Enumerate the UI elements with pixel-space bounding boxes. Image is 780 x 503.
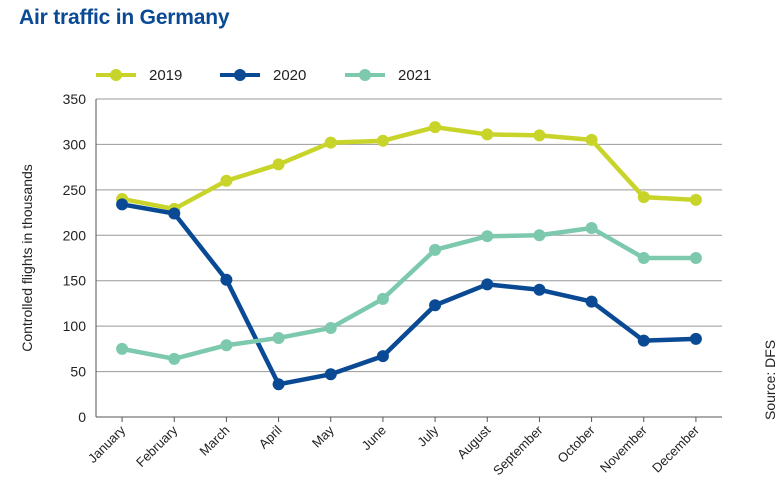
data-point (689, 332, 702, 345)
data-point (585, 222, 598, 235)
y-tick-label: 350 (63, 91, 87, 107)
series-line (121, 124, 697, 212)
legend-item-2021: 2021 (345, 67, 431, 84)
data-point (637, 334, 650, 347)
series-line (121, 202, 696, 387)
data-point (533, 129, 546, 142)
x-tick-label: July (414, 422, 441, 449)
data-point (533, 283, 546, 296)
legend-marker (110, 69, 122, 81)
data-point (637, 191, 650, 204)
legend-marker (234, 69, 246, 81)
x-tick-label: February (133, 422, 181, 470)
legend-item-2020: 2020 (220, 67, 306, 84)
x-tick-label: June (358, 423, 389, 454)
y-axis-label: Controlled flights in thousands (19, 164, 35, 352)
data-point (481, 230, 494, 243)
data-point (429, 121, 442, 134)
data-point (116, 198, 129, 211)
y-tick-label: 200 (63, 227, 87, 243)
series-line (121, 225, 696, 362)
data-point (324, 321, 337, 334)
x-tick-label: March (196, 423, 232, 459)
chart-title: Air traffic in Germany (19, 6, 230, 29)
legend-marker (359, 69, 371, 81)
data-point (220, 273, 233, 286)
y-tick-label: 50 (70, 364, 86, 380)
data-point (429, 299, 442, 312)
data-point (324, 368, 337, 381)
x-tick-label: May (309, 422, 337, 450)
data-point (272, 158, 285, 171)
data-point (168, 207, 181, 220)
x-tick-label: October (554, 422, 598, 466)
series-2019 (116, 121, 702, 215)
data-point (376, 350, 389, 363)
data-point (272, 331, 285, 344)
data-point (429, 243, 442, 256)
y-tick-label: 150 (63, 273, 87, 289)
legend-label: 2019 (149, 67, 182, 84)
data-point (585, 295, 598, 308)
data-point (533, 229, 546, 242)
data-point (168, 352, 181, 365)
data-point (376, 134, 389, 147)
x-tick-label: January (85, 422, 129, 466)
data-point (637, 252, 650, 264)
y-tick-label: 300 (63, 136, 87, 152)
data-point (585, 133, 598, 146)
series-2021 (116, 222, 702, 365)
x-tick-label: December (649, 422, 702, 475)
data-point (689, 252, 702, 264)
x-tick-label: November (597, 422, 650, 475)
data-point (116, 342, 129, 355)
y-tick-label: 250 (63, 182, 87, 198)
data-point (324, 136, 337, 149)
legend-label: 2020 (273, 67, 306, 84)
series-2020 (116, 198, 702, 391)
data-point (481, 278, 494, 291)
x-tick-label: September (490, 422, 546, 478)
data-point (220, 174, 233, 187)
data-point (689, 193, 702, 206)
legend-label: 2021 (398, 67, 431, 84)
x-tick-label: August (454, 422, 493, 461)
y-tick-label: 100 (63, 318, 87, 334)
data-point (220, 339, 233, 352)
legend-item-2019: 2019 (96, 67, 182, 84)
x-tick-label: April (256, 422, 285, 451)
data-point (481, 128, 494, 141)
data-point (272, 378, 285, 391)
data-point (376, 292, 389, 305)
y-tick-label: 0 (78, 409, 86, 425)
